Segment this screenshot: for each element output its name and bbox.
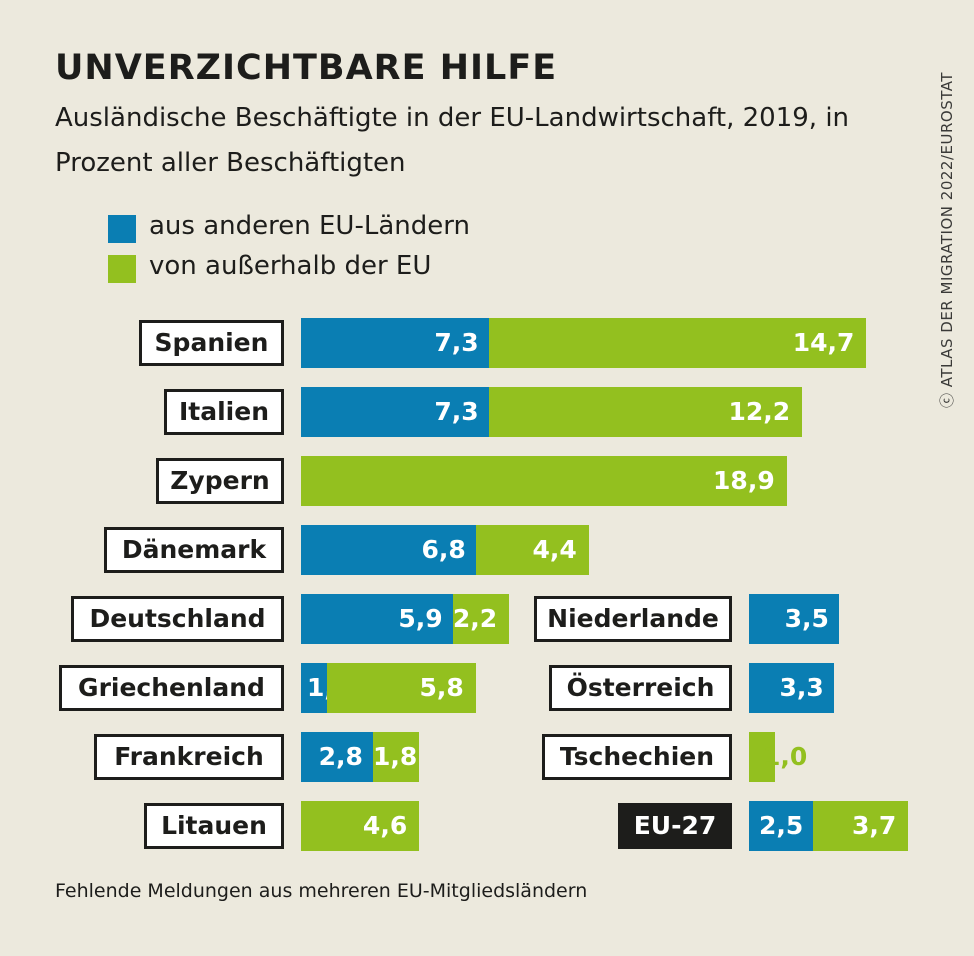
country-label-frankreich: Frankreich (94, 734, 284, 780)
bar-eu-oesterreich (749, 663, 834, 713)
bar-non-eu-deutschland (452, 594, 510, 644)
value-eu-frankreich: 2,8 (318, 742, 363, 771)
bar-non-eu-litauen (301, 801, 420, 851)
value-non-eu-zypern: 18,9 (713, 466, 775, 495)
bar-non-eu-frankreich (372, 732, 420, 782)
country-label-niederlande: Niederlande (534, 596, 732, 642)
country-label-daenemark: Dänemark (104, 527, 284, 573)
country-label-spanien: Spanien (139, 320, 284, 366)
bar-non-eu-spanien (488, 318, 867, 368)
country-label-italien: Italien (164, 389, 284, 435)
value-eu-deutschland: 5,9 (398, 604, 443, 633)
bar-non-eu-daenemark (475, 525, 589, 575)
value-non-eu-frankreich: 1,8 (372, 742, 418, 771)
bar-eu-frankreich (301, 732, 373, 782)
chart-subtitle: Ausländische Beschäftigte in der EU-Land… (55, 103, 850, 178)
value-non-eu-litauen: 4,6 (362, 811, 408, 840)
value-eu-oesterreich: 3,3 (779, 673, 824, 702)
country-label-eu-27: EU-27 (618, 803, 732, 849)
country-label-tschechien: Tschechien (542, 734, 732, 780)
footnote: Fehlende Meldungen aus mehreren EU-Mitgl… (55, 880, 588, 902)
bar-non-eu-tschechien (749, 732, 775, 782)
source-credit: ⓒ ATLAS DER MIGRATION 2022/EUROSTAT (938, 72, 956, 408)
country-label-oesterreich: Österreich (549, 665, 732, 711)
bar-non-eu-griechenland (326, 663, 476, 713)
legend-label-non-eu: von außerhalb der EU (149, 251, 432, 281)
value-eu-daenemark: 6,8 (421, 535, 466, 564)
value-eu-eu-27: 2,5 (758, 811, 804, 840)
bar-non-eu-eu-27 (813, 801, 909, 851)
value-non-eu-griechenland: 5,8 (419, 673, 464, 702)
bar-eu-eu-27 (749, 801, 814, 851)
value-non-eu-italien: 12,2 (728, 397, 791, 426)
bar-eu-deutschland (301, 594, 453, 644)
bar-eu-spanien (301, 318, 489, 368)
country-label-griechenland: Griechenland (59, 665, 284, 711)
bar-eu-italien (301, 387, 489, 437)
bar-non-eu-zypern (301, 456, 787, 506)
value-eu-spanien: 7,3 (434, 328, 479, 357)
legend-swatch-eu (108, 215, 136, 243)
chart-title: UNVERZICHTBARE HILFE (55, 48, 558, 88)
country-label-litauen: Litauen (144, 803, 284, 849)
bar-eu-griechenland (301, 663, 327, 713)
bar-eu-niederlande (749, 594, 839, 644)
value-eu-niederlande: 3,5 (784, 604, 829, 633)
country-label-zypern: Zypern (156, 458, 284, 504)
country-label-deutschland: Deutschland (71, 596, 284, 642)
bar-non-eu-italien (488, 387, 803, 437)
value-non-eu-daenemark: 4,4 (532, 535, 577, 564)
legend-label-eu: aus anderen EU-Ländern (149, 211, 470, 241)
value-eu-italien: 7,3 (434, 397, 479, 426)
value-non-eu-spanien: 14,7 (792, 328, 855, 357)
value-non-eu-tschechien: 1,0 (763, 742, 808, 771)
value-non-eu-deutschland: 2,2 (452, 604, 498, 633)
legend-swatch-non-eu (108, 255, 136, 283)
bar-eu-daenemark (301, 525, 476, 575)
value-non-eu-eu-27: 3,7 (852, 811, 897, 840)
